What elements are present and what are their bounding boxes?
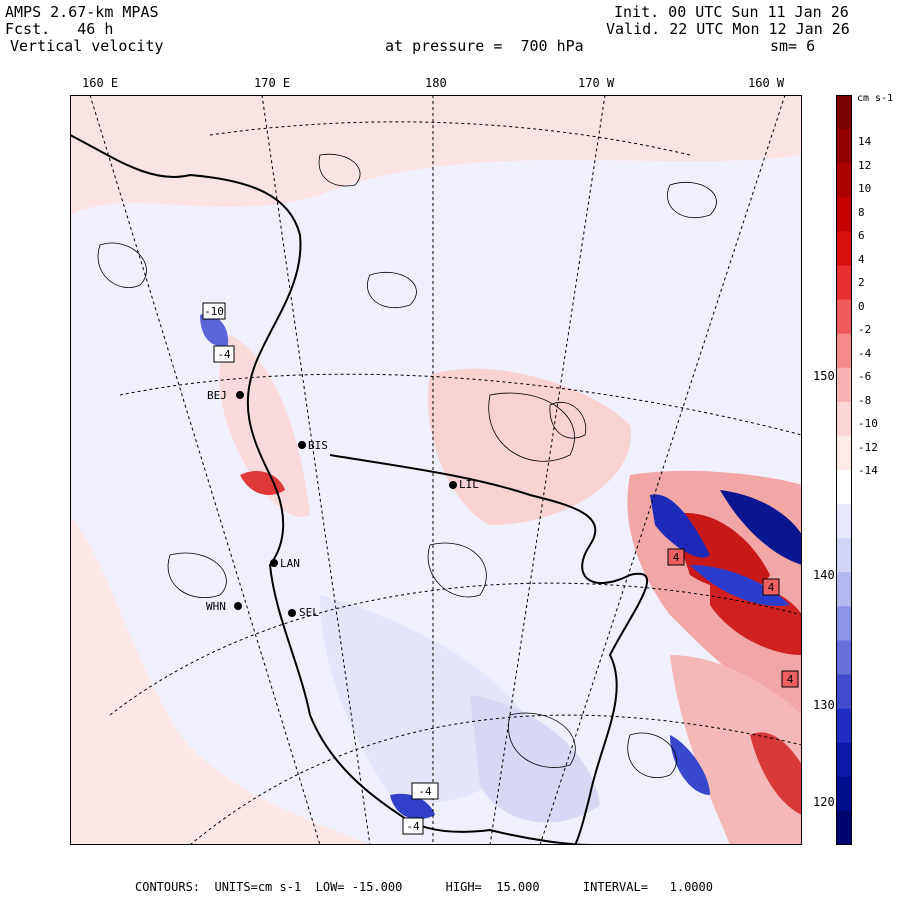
station-dot-lan — [270, 559, 278, 567]
init-time: Init. 00 UTC Sun 11 Jan 26 — [614, 3, 849, 21]
marker-minus4-a: -4 — [213, 345, 235, 363]
pressure-level: at pressure = 700 hPa — [385, 37, 584, 55]
colorbar-swatch — [836, 163, 852, 198]
colorbar-swatch — [836, 197, 852, 232]
marker-plus4-c: 4 — [781, 670, 799, 688]
ice-shelf-region — [70, 515, 370, 845]
colorbar-unit: cm s-1 — [857, 93, 894, 104]
graticule — [89, 95, 802, 845]
smoothing-value: sm= 6 — [770, 37, 816, 55]
colorbar-tick-label: 0 — [858, 299, 865, 313]
colorbar-swatch — [836, 129, 852, 164]
contour-lines — [97, 153, 717, 778]
lon-label-170w: 170 W — [578, 76, 615, 90]
colorbar-tick-label: -10 — [858, 417, 878, 430]
station-label-lil: LIL — [459, 478, 479, 491]
colorbar-swatch — [836, 538, 852, 573]
marker-plus4-c-label: 4 — [787, 673, 794, 686]
colorbar-swatch — [836, 504, 852, 539]
colorbar-tick-label: 12 — [858, 158, 872, 172]
marker-minus4-c-label: -4 — [406, 820, 420, 833]
colorbar-swatch — [836, 333, 852, 369]
marker-plus4-a: 4 — [667, 548, 685, 566]
marker-plus4-a-label: 4 — [673, 551, 680, 564]
station-dot-sel — [288, 609, 296, 617]
marker-minus4-b: -4 — [411, 782, 439, 800]
colorbar-swatch — [836, 606, 852, 641]
intense-pink-south — [670, 655, 802, 845]
forecast-hour: Fcst. 46 h — [5, 20, 114, 38]
colorbar-tick-label: -4 — [858, 346, 872, 360]
station-dot-bis — [298, 441, 306, 449]
marker-plus4-b: 4 — [762, 578, 780, 596]
intense-red-south — [750, 732, 802, 815]
cool-patch-south — [470, 695, 600, 823]
warm-ocean-north — [70, 95, 802, 215]
station-label-whn: WHN — [206, 600, 226, 613]
intense-blue-2 — [720, 490, 802, 565]
colorbar-tick-label: 14 — [858, 135, 872, 148]
station-dot-bej — [236, 391, 244, 399]
colorbar-swatch — [836, 708, 852, 744]
colorbar-swatch — [836, 572, 852, 607]
colorbar-tick-label: 8 — [858, 205, 865, 219]
colorbar-swatch — [836, 231, 852, 266]
intense-blue-1 — [650, 494, 710, 558]
warm-ross-sea — [428, 368, 631, 525]
ice-front — [329, 454, 649, 845]
field-name: Vertical velocity — [10, 37, 164, 55]
marker-minus4-a-label: -4 — [217, 348, 231, 361]
station-label-bis: BIS — [308, 439, 328, 452]
colorbar-tick-label: -6 — [858, 370, 872, 383]
colorbar-swatch — [836, 95, 852, 130]
valid-time: Valid. 22 UTC Mon 12 Jan 26 — [606, 20, 850, 38]
colorbar-tick-label: -2 — [858, 323, 872, 336]
colorbar-frame — [836, 95, 852, 845]
marker-minus10: -10 — [202, 302, 226, 320]
colorbar-swatch — [836, 640, 852, 676]
colorbar-swatch — [836, 810, 852, 845]
colorbar-tick-label: -8 — [858, 393, 872, 407]
colorbar-tick-label: 10 — [858, 182, 872, 195]
colorbar-tick-label: 6 — [858, 229, 865, 242]
colorbar — [836, 95, 852, 845]
colorbar-swatch — [836, 435, 852, 471]
lon-label-160w: 160 W — [748, 76, 785, 90]
colorbar-swatch — [836, 299, 852, 335]
colorbar-swatch — [836, 265, 852, 301]
marker-plus4-b-label: 4 — [768, 581, 775, 594]
station-label-sel: SEL — [299, 606, 319, 619]
warm-coast-band — [219, 335, 310, 517]
intense-blue-south — [670, 735, 710, 795]
colorbar-swatch — [836, 776, 852, 812]
colorbar-swatch — [836, 742, 852, 778]
colorbar-tick-label: 4 — [858, 252, 865, 266]
cell-red-west — [240, 470, 285, 495]
station-dot-whn — [234, 602, 242, 610]
colorbar-swatch — [836, 470, 852, 505]
station-dot-lil — [449, 481, 457, 489]
lon-label-160e: 160 E — [82, 76, 119, 90]
cell-blue-west — [200, 314, 229, 346]
station-label-lan: LAN — [280, 557, 300, 570]
colorbar-swatch — [836, 401, 852, 437]
station-label-bej: BEJ — [207, 389, 227, 402]
colorbar-swatch — [836, 674, 852, 710]
lon-label-170e: 170 E — [254, 76, 291, 90]
intense-blue-3 — [690, 565, 790, 606]
marker-minus10-label: -10 — [204, 305, 224, 318]
colorbar-swatch — [836, 367, 852, 403]
cell-blue-south — [390, 793, 435, 820]
colorbar-tick-label: -14 — [858, 464, 878, 477]
vertical-velocity-map: -10 -4 4 -4 4 -4 4 — [70, 95, 802, 845]
lon-label-180: 180 — [425, 76, 447, 90]
contour-info: CONTOURS: UNITS=cm s-1 LOW= -15.000 HIGH… — [135, 880, 713, 894]
colorbar-tick-label: 2 — [858, 276, 865, 289]
model-title: AMPS 2.67-km MPAS — [5, 3, 159, 21]
marker-minus4-c: -4 — [402, 817, 424, 835]
marker-minus4-b-label: -4 — [418, 785, 432, 798]
map-frame — [70, 95, 802, 845]
colorbar-tick-label: -12 — [858, 440, 878, 454]
